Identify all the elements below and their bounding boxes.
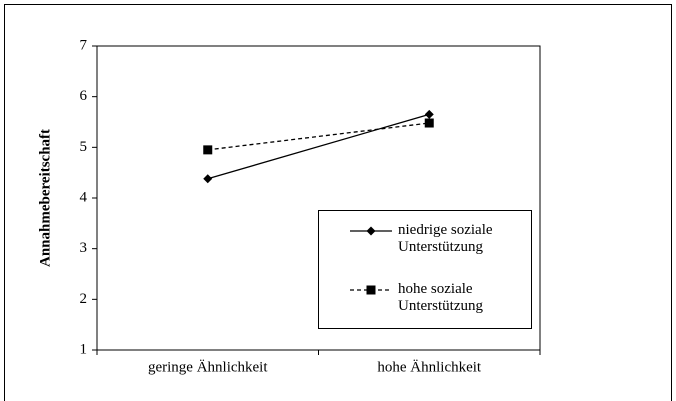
point <box>203 174 213 184</box>
x-tick-label: hohe Ähnlichkeit <box>377 358 482 375</box>
y-tick-label: 1 <box>80 341 88 357</box>
point <box>424 118 434 128</box>
y-tick-label: 4 <box>80 189 88 205</box>
y-tick-label: 5 <box>80 139 88 155</box>
series-line <box>207 122 430 151</box>
series-line <box>207 113 430 180</box>
point <box>203 145 213 155</box>
legend-label: hohe soziale Unterstützung <box>398 281 483 314</box>
legend-marker <box>366 285 376 295</box>
y-axis-label: Annahmebereitschaft <box>37 129 53 267</box>
legend-marker <box>366 226 376 236</box>
legend-box <box>318 210 532 329</box>
frame <box>4 4 672 401</box>
y-tick-label: 6 <box>80 88 88 104</box>
y-tick-label: 7 <box>80 37 88 53</box>
legend-label: niedrige soziale Unterstützung <box>398 222 493 255</box>
point <box>424 109 434 119</box>
y-tick-label: 3 <box>80 240 88 256</box>
y-tick-label: 2 <box>80 291 88 307</box>
x-tick-label: geringe Ähnlichkeit <box>148 358 268 375</box>
